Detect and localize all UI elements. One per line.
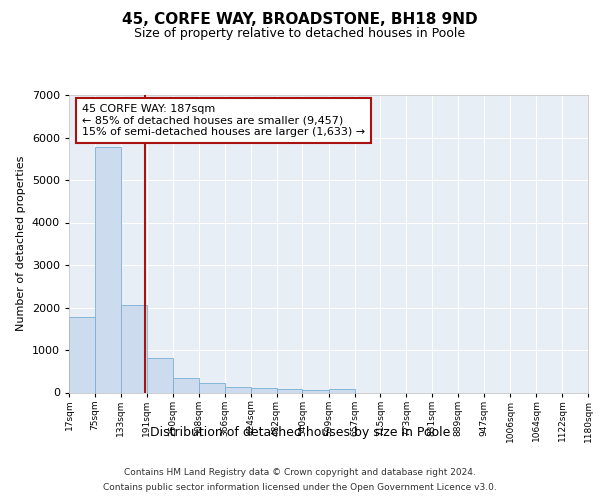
Bar — [146, 358, 173, 392]
Bar — [199, 382, 225, 392]
Text: Contains HM Land Registry data © Crown copyright and database right 2024.: Contains HM Land Registry data © Crown c… — [124, 468, 476, 477]
Bar — [173, 378, 199, 392]
Bar — [302, 390, 329, 392]
Text: Distribution of detached houses by size in Poole: Distribution of detached houses by size … — [150, 426, 450, 439]
Text: Size of property relative to detached houses in Poole: Size of property relative to detached ho… — [134, 28, 466, 40]
Bar — [329, 389, 355, 392]
Bar — [251, 388, 277, 392]
Bar — [121, 305, 146, 392]
Bar — [95, 147, 121, 392]
Y-axis label: Number of detached properties: Number of detached properties — [16, 156, 26, 332]
Text: 45, CORFE WAY, BROADSTONE, BH18 9ND: 45, CORFE WAY, BROADSTONE, BH18 9ND — [122, 12, 478, 28]
Bar — [69, 317, 95, 392]
Text: 45 CORFE WAY: 187sqm
← 85% of detached houses are smaller (9,457)
15% of semi-de: 45 CORFE WAY: 187sqm ← 85% of detached h… — [82, 104, 365, 137]
Bar — [225, 387, 251, 392]
Text: Contains public sector information licensed under the Open Government Licence v3: Contains public sector information licen… — [103, 483, 497, 492]
Bar — [277, 389, 302, 392]
